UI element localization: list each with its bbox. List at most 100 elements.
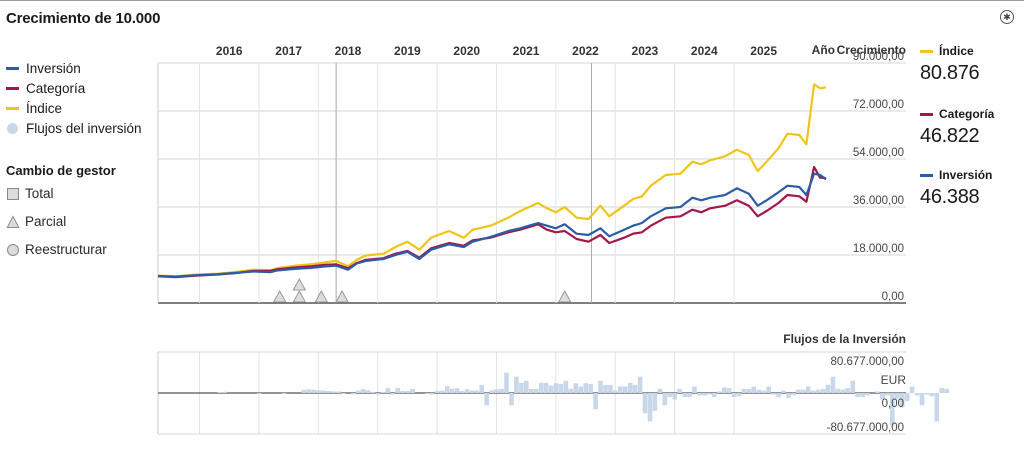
legend-item-indice[interactable]: Índice <box>6 98 142 118</box>
flow-bar <box>622 386 628 393</box>
flow-bar <box>504 372 509 393</box>
flow-bar <box>385 388 391 393</box>
flow-bar <box>890 393 895 426</box>
flow-bar <box>721 387 727 393</box>
legend-item-inversion[interactable]: Inversión <box>6 58 142 78</box>
flow-bar <box>716 391 722 393</box>
flow-bar <box>588 384 593 393</box>
flow-bar <box>761 390 766 393</box>
flow-bar <box>499 388 504 393</box>
flow-bar <box>400 391 405 393</box>
flow-bar <box>781 390 786 393</box>
summary-value: 46.388 <box>920 186 980 208</box>
flow-bar <box>662 393 668 406</box>
flow-bar <box>820 388 826 393</box>
flow-bar <box>336 391 341 393</box>
flow-bar <box>618 386 623 393</box>
flow-bar <box>712 393 717 398</box>
settings-icon[interactable]: ✱ <box>1000 10 1014 24</box>
flow-bar <box>474 390 480 393</box>
flow-bar <box>331 391 336 393</box>
legend-item-flujos[interactable]: Flujos del inversión <box>6 118 142 138</box>
flow-bar <box>697 393 702 396</box>
flow-bar <box>563 380 569 393</box>
summary-indice: Índice 80.876 <box>920 44 980 85</box>
summary-line-icon <box>920 112 933 116</box>
manager-change-markers <box>272 277 572 303</box>
flow-bar <box>899 393 905 408</box>
flow-bar <box>692 386 697 393</box>
flow-bar <box>875 391 880 393</box>
flow-bar <box>895 393 900 399</box>
y-axis-label: Crecimiento <box>837 43 906 57</box>
flow-bar <box>593 393 598 410</box>
summary-line-icon <box>920 49 933 53</box>
flow-bar <box>810 390 816 393</box>
flow-bar <box>459 391 465 393</box>
x-tick-label: 2018 <box>335 44 362 58</box>
flow-bar <box>355 390 361 393</box>
circle-icon <box>7 243 19 256</box>
legend-item-categoria[interactable]: Categoría <box>6 78 142 98</box>
series-lines <box>157 83 827 279</box>
summary-label: Categoría <box>939 107 995 121</box>
flow-bar <box>766 386 771 393</box>
flow-bar <box>880 393 885 400</box>
x-tick-label: 2025 <box>750 44 777 58</box>
flow-bar <box>390 393 396 395</box>
x-tick-label: 2021 <box>513 44 540 58</box>
flow-bar <box>796 389 801 393</box>
x-tick-label: 2022 <box>572 44 599 58</box>
manager-item-label: Total <box>25 186 54 201</box>
flow-bar <box>736 393 742 397</box>
flow-bar <box>380 391 386 393</box>
legend-line-icon <box>6 86 19 90</box>
flow-bar <box>919 393 925 406</box>
flow-bar <box>776 393 781 398</box>
flow-bar <box>548 385 554 393</box>
flow-bar <box>939 388 945 393</box>
flow-bar <box>469 390 475 393</box>
flow-bar <box>840 389 846 393</box>
flow-bar <box>786 393 791 398</box>
summary-inversion: Inversión 46.388 <box>920 168 992 209</box>
flow-bar <box>538 382 544 393</box>
legend-line-icon <box>6 106 19 110</box>
flow-bar <box>627 382 633 393</box>
manager-change-title: Cambio de gestor <box>6 163 116 178</box>
page-title: Crecimiento de 10.000 <box>6 10 161 27</box>
summary-value: 80.876 <box>920 62 980 84</box>
flow-bar <box>568 388 574 393</box>
x-tick-label: 2024 <box>691 44 718 58</box>
x-tick-label: 2017 <box>275 44 302 58</box>
flow-bar <box>583 383 588 393</box>
summary-label: Inversión <box>939 168 993 182</box>
x-tick-label: 2023 <box>632 44 659 58</box>
chart-legend: Inversión Categoría Índice Flujos del in… <box>6 58 142 138</box>
manager-change-triangle <box>335 289 349 303</box>
flow-bar <box>929 393 935 397</box>
flow-bar <box>578 386 583 393</box>
flow-bar <box>632 384 638 393</box>
y-tick-label: 18.000,00 <box>853 243 904 255</box>
flow-bar <box>311 389 316 393</box>
flow-bar <box>509 393 514 406</box>
manager-item-reestructurar: Reestructurar <box>6 242 107 257</box>
legend-label: Inversión <box>26 60 81 76</box>
flow-bar <box>410 388 415 393</box>
y-tick-label: 36.000,00 <box>853 195 904 207</box>
flow-bar <box>464 389 470 393</box>
flow-bar <box>865 393 870 396</box>
manager-change-triangle <box>557 289 572 303</box>
flow-bar <box>222 391 227 393</box>
flows-y-tick-label: 80.677.000,00 <box>830 356 904 368</box>
triangle-icon <box>6 214 20 228</box>
chart-grid <box>157 62 906 435</box>
flow-bar <box>494 389 499 393</box>
manager-item-parcial: Parcial <box>6 214 66 229</box>
flow-bar <box>647 393 653 422</box>
flow-bar <box>860 393 865 398</box>
flow-bar <box>484 393 489 406</box>
x-tick-label: 2016 <box>216 44 243 58</box>
flow-bar <box>608 384 613 393</box>
